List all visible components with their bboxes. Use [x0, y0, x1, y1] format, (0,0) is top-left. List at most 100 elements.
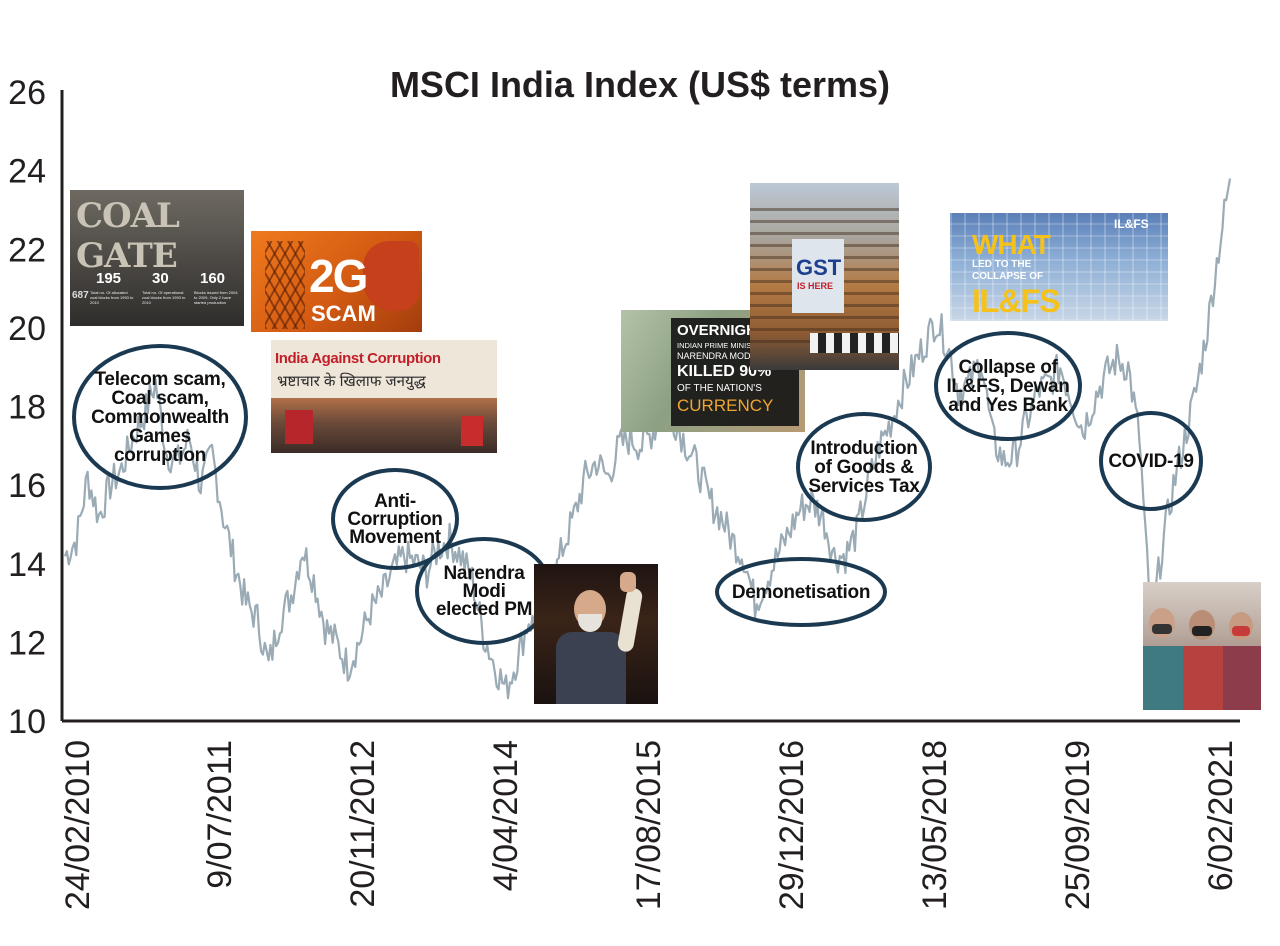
gst-banner-subtext: IS HERE	[797, 281, 834, 291]
gst-building-image: GST IS HERE	[750, 183, 899, 370]
tower-graphic	[265, 241, 305, 329]
clothing-3-graphic	[1223, 646, 1261, 710]
ilfs-line4: IL&FS	[972, 283, 1060, 319]
y-axis-ticks: 10 12 14 16 18 20 22 24 26	[8, 74, 46, 741]
annotation-text-line: Coal scam,	[111, 388, 208, 409]
annotation-text-line: COVID-19	[1108, 451, 1193, 472]
modi-hand-graphic	[620, 572, 636, 592]
gst-banner-panel	[792, 239, 844, 313]
2g-scam-image: 2G SCAM	[251, 231, 422, 332]
coalgate-stat-1: 195	[96, 270, 122, 287]
x-tick-label: 4/04/2014	[487, 740, 525, 891]
x-tick-label: 9/07/2011	[201, 740, 239, 889]
x-tick-label: 6/02/2021	[1202, 740, 1240, 891]
ilfs-poster-image: IL&FS WHAT LED TO THE COLLAPSE OF IL&FS	[950, 213, 1168, 321]
chart-axes	[60, 90, 1240, 723]
annotation-telecom: Telecom scam,Coal scam,CommonwealthGames…	[72, 344, 248, 490]
clothing-2-graphic	[1183, 646, 1223, 710]
y-tick-label: 22	[8, 231, 46, 269]
annotation-text-line: Demonetisation	[732, 582, 870, 603]
y-tick-label: 10	[8, 703, 46, 741]
ilfs-building-grid	[950, 213, 1168, 321]
mask-2-graphic	[1192, 626, 1212, 636]
coalgate-caption-2: Total no. Of operational coal blocks fro…	[142, 290, 186, 305]
2g-line1: 2G	[309, 250, 368, 302]
annotation-text-line: Introduction	[810, 438, 917, 459]
y-tick-label: 20	[8, 310, 46, 348]
annotation-text-line: of Goods &	[814, 457, 914, 478]
demonetisation-line5: OF THE NATION'S	[677, 383, 762, 394]
annotation-text-line: Corruption	[347, 509, 442, 530]
mask-3-graphic	[1232, 626, 1250, 636]
y-tick-label: 18	[8, 389, 46, 427]
demonetisation-line1: OVERNIGHT,	[677, 322, 769, 339]
annotation-text-line: IL&FS, Dewan	[946, 376, 1069, 397]
annotation-covid: COVID-19	[1099, 411, 1203, 511]
coalgate-caption-3: Blocks issued from 2004 to 2009, Only 2 …	[194, 290, 238, 305]
annotation-ellipse	[796, 412, 932, 522]
coalgate-image: COAL GATE 687 195 30 160 Total no. Of al…	[70, 190, 244, 326]
x-axis-ticks: 24/02/2010 9/07/2011 20/11/2012 4/04/2014 17…	[59, 740, 1240, 910]
y-tick-label: 24	[8, 153, 46, 191]
annotation-layer: Telecom scam,Coal scam,CommonwealthGames…	[72, 331, 1203, 645]
x-tick-label: 20/11/2012	[344, 740, 382, 908]
coalgate-side-number: 687	[72, 290, 89, 301]
coalgate-stat-2: 30	[152, 270, 169, 287]
annotation-text-line: Narendra	[443, 563, 525, 584]
annotation-text-line: Anti-	[374, 491, 416, 512]
y-tick-label: 16	[8, 467, 46, 505]
iac-flag-graphic	[285, 410, 313, 444]
annotation-text-line: Telecom scam,	[95, 369, 226, 390]
ilfs-line1: WHAT	[972, 229, 1051, 260]
series-layer	[63, 178, 1232, 700]
annotation-text-line: Commonwealth	[91, 407, 229, 428]
annotation-demonetisation: Demonetisation	[715, 557, 887, 627]
demonetisation-line2: INDIAN PRIME MINISTER	[677, 341, 767, 350]
annotation-text-line: elected PM	[436, 599, 532, 620]
iac-line2: भ्रष्टाचार के खिलाफ जनयुद्ध	[277, 373, 426, 390]
demonetisation-line3: NARENDRA MODI	[677, 351, 754, 361]
x-tick-label: 24/02/2010	[59, 740, 97, 910]
chart-title: MSCI India Index (US$ terms)	[389, 64, 891, 105]
demonetisation-line4: KILLED 90%	[677, 363, 772, 380]
x-tick-label: 17/08/2015	[630, 740, 668, 910]
series-line	[63, 178, 1232, 700]
annotation-ellipse	[715, 557, 887, 627]
demonetisation-line6: CURRENCY	[677, 396, 774, 415]
ilfs-logo: IL&FS	[1114, 217, 1149, 231]
india-against-corruption-image: India Against Corruption भ्रष्टाचार के ख…	[271, 340, 497, 453]
gst-banner-text: GST	[796, 255, 842, 280]
coalgate-stat-3: 160	[200, 270, 226, 287]
ilfs-line3: COLLAPSE OF	[972, 271, 1044, 282]
modi-image	[534, 564, 658, 704]
annotation-ellipse	[72, 344, 248, 490]
modi-arm-graphic	[616, 587, 644, 653]
modi-vest-graphic	[556, 632, 626, 704]
coalgate-headline: COAL GATE	[76, 196, 180, 276]
x-tick-label: 25/09/2019	[1059, 740, 1097, 910]
iac-line1: India Against Corruption	[275, 350, 441, 367]
y-tick-label: 14	[8, 546, 46, 584]
covid-crowd-image	[1143, 582, 1261, 710]
annotation-ellipse	[1099, 411, 1203, 511]
clothing-1-graphic	[1143, 646, 1183, 710]
hand-phone-graphic	[363, 241, 419, 311]
annotation-text-line: Movement	[349, 527, 442, 548]
x-tick-label: 13/05/2018	[916, 740, 954, 910]
coalgate-caption-1: Total no. Of allocated coal blocks from …	[90, 290, 134, 305]
annotation-text-line: Services Tax	[808, 476, 920, 497]
annotation-text-line: and Yes Bank	[948, 395, 1068, 416]
x-tick-label: 29/12/2016	[773, 740, 811, 910]
annotation-text-line: Games	[129, 426, 191, 447]
ilfs-line2: LED TO THE	[972, 259, 1032, 270]
gst-road-barrier	[810, 333, 899, 353]
mask-1-graphic	[1152, 624, 1172, 634]
2g-line2: SCAM	[311, 301, 376, 326]
modi-beard-graphic	[578, 614, 602, 632]
annotation-ellipse	[331, 468, 459, 570]
